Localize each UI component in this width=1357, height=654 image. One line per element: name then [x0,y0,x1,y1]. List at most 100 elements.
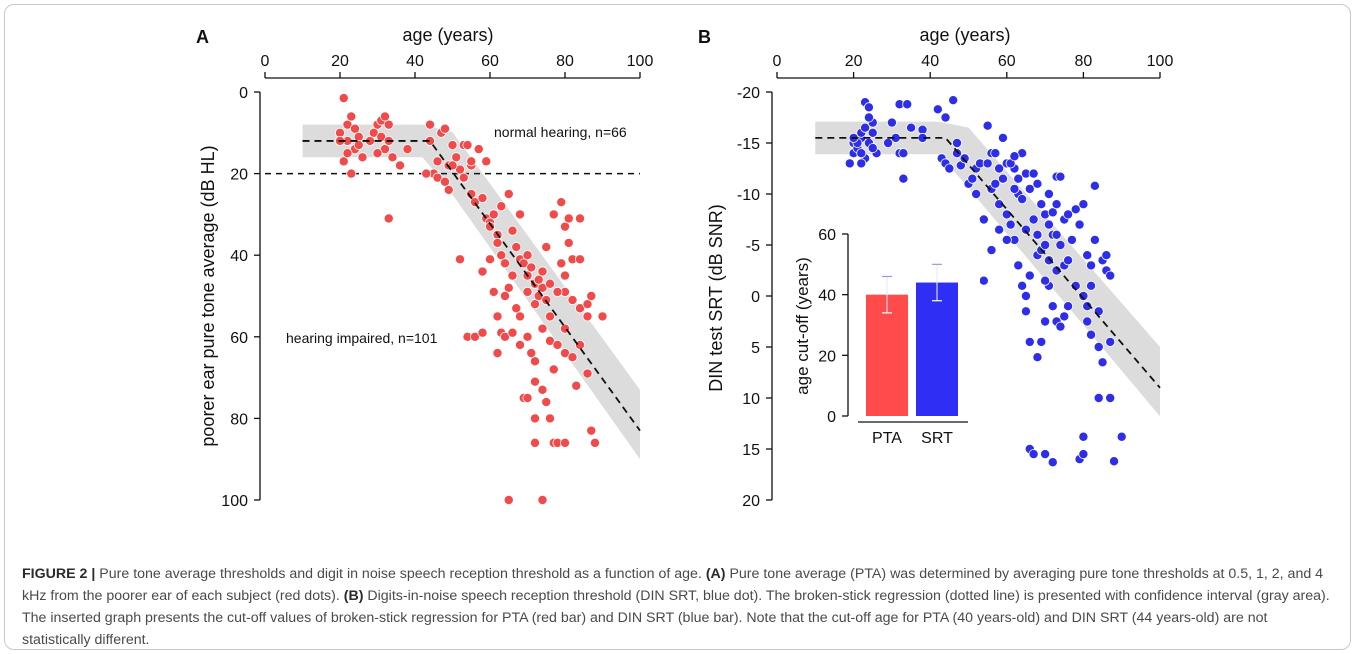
b-data-point [906,122,917,133]
inset-y-tick-label: 0 [827,409,836,426]
b-data-point [898,173,909,184]
caption-figure-label: FIGURE 2 | [22,566,96,582]
a-data-point [503,494,514,505]
panel-b-y-ticks: -20 -15 -10 -5 0 5 10 15 20 [737,85,772,510]
a-data-point [484,221,495,232]
a-data-point [530,299,541,310]
b-data-point [1066,234,1077,245]
b-x-tick-label: 80 [1075,53,1093,70]
panel-b-x-axis-label: age (years) [919,25,1010,45]
a-data-point [499,331,510,342]
a-data-point [548,209,559,220]
a-data-point [511,303,522,314]
b-data-point [1063,255,1074,266]
a-data-point [469,197,480,208]
b-data-point [1078,199,1089,210]
a-data-point [394,160,405,171]
panel-a-x-ticks: 0 20 40 60 80 100 [261,53,653,78]
a-data-point [582,311,593,322]
b-data-point [1001,234,1012,245]
a-data-point [402,144,413,155]
a-x-tick-label: 40 [406,53,424,70]
a-y-tick-label: 60 [230,330,248,347]
a-data-point [421,168,432,179]
a-data-point [499,290,510,301]
a-data-point [582,368,593,379]
b-data-point [1013,173,1024,184]
b-data-point [1051,199,1062,210]
a-data-point [526,262,537,273]
b-data-point [1055,321,1066,332]
b-data-point [1059,311,1070,322]
a-data-point [484,254,495,265]
a-data-point [556,197,567,208]
a-data-point [560,270,571,281]
b-data-point [1040,275,1051,286]
a-data-point [537,384,548,395]
b-data-point [948,95,959,106]
a-data-point [492,237,503,248]
b-y-tick-label: -10 [737,187,760,204]
b-data-point [844,158,855,169]
b-data-point [994,224,1005,235]
b-data-point [1105,336,1116,347]
figure-2-chart: A age (years) 0 20 40 60 80 100 020406080100 … [196,25,1173,510]
b-y-tick-label: -5 [746,238,760,255]
a-data-point [548,364,559,375]
a-data-point [530,437,541,448]
a-data-point [567,295,578,306]
b-data-point [856,148,867,159]
b-data-point [1078,431,1089,442]
b-data-point [1043,255,1054,266]
a-data-point [537,282,548,293]
panel-b-y-axis-label: DIN test SRT (dB SNR) [706,204,726,391]
b-data-point [1024,270,1035,281]
a-data-point [507,270,518,281]
b-data-point [1082,316,1093,327]
a-data-point [439,176,450,187]
b-y-tick-label: 20 [742,493,760,510]
a-data-point [473,144,484,155]
panel-a-annotation-impaired: hearing impaired, n=101 [286,330,438,346]
a-data-point [545,335,556,346]
a-data-point [342,119,353,130]
b-data-point [982,120,993,131]
a-data-point [530,356,541,367]
b-data-point [1032,352,1043,363]
b-data-point [1097,357,1108,368]
panel-b-broken-stick-fit [815,136,1161,389]
a-data-point [515,209,526,220]
a-data-point [338,156,349,167]
panel-a-y-ticks: 0 20 40 60 80 100 [221,85,260,510]
b-data-point [1013,260,1024,271]
a-data-point [567,352,578,363]
b-y-tick-label: 10 [742,391,760,408]
b-data-point [863,112,874,123]
b-data-point [978,214,989,225]
a-data-point [560,437,571,448]
a-data-point [541,242,552,253]
b-data-point [1093,341,1104,352]
a-y-tick-label: 20 [230,167,248,184]
panel-a: A age (years) 0 20 40 60 80 100 020406080100 … [196,25,653,510]
b-data-point [1009,183,1020,194]
panel-a-x-axis-label: age (years) [402,25,493,45]
caption-tag-b: (B) [343,588,364,604]
a-data-point [466,156,477,167]
b-data-point [1036,199,1047,210]
b-data-point [886,117,897,128]
inset-bar-pta [866,294,908,416]
b-data-point [1055,171,1066,182]
b-data-point [1047,457,1058,468]
b-y-tick-label: -15 [737,136,760,153]
caption-intro: Pure tone average thresholds and digit i… [95,566,706,582]
panel-label-b: B [698,27,711,47]
a-data-point [563,213,574,224]
b-y-tick-label: 0 [751,289,760,306]
b-data-point [1028,214,1039,225]
b-data-point [1047,301,1058,312]
b-data-point [856,158,867,169]
b-data-point [1032,178,1043,189]
b-data-point [1086,260,1097,271]
b-data-point [940,112,951,123]
